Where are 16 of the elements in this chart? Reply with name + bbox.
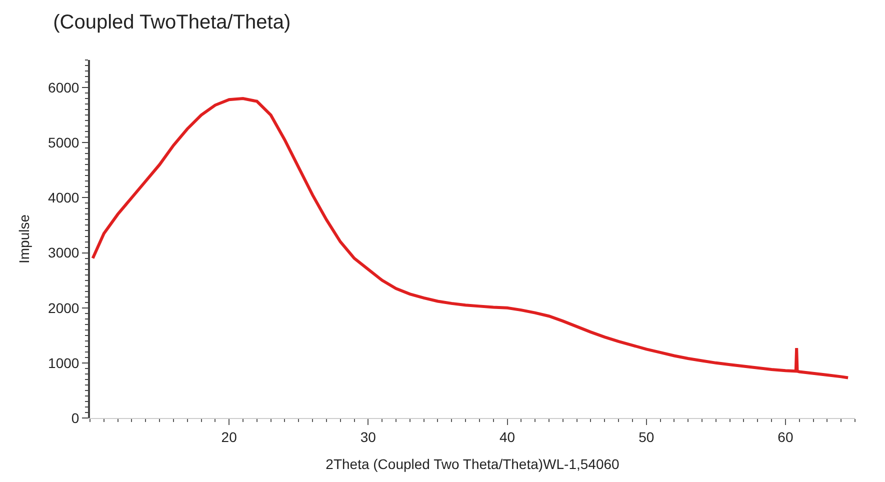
x-axis-title: 2Theta (Coupled Two Theta/Theta)WL-1,54060: [326, 456, 620, 472]
line-series: [91, 97, 850, 380]
y-tick-label: 6000: [48, 79, 80, 96]
y-tick-label: 4000: [48, 190, 80, 206]
y-tick-label: 3000: [48, 244, 80, 261]
y-tick-label: 5000: [48, 134, 80, 151]
y-tick-label: 1000: [48, 354, 80, 371]
x-tick-label: 40: [499, 428, 516, 445]
y-tick-label: 0: [71, 410, 80, 426]
x-tick-label: 20: [221, 428, 238, 445]
x-tick-label: 50: [638, 428, 654, 445]
y-tick-label: 2000: [48, 300, 80, 316]
x-tick-label: 30: [360, 428, 376, 445]
y-axis-title: Impulse: [16, 214, 32, 264]
x-tick-label: 60: [778, 428, 794, 445]
chart-title: (Coupled TwoTheta/Theta): [53, 11, 291, 34]
